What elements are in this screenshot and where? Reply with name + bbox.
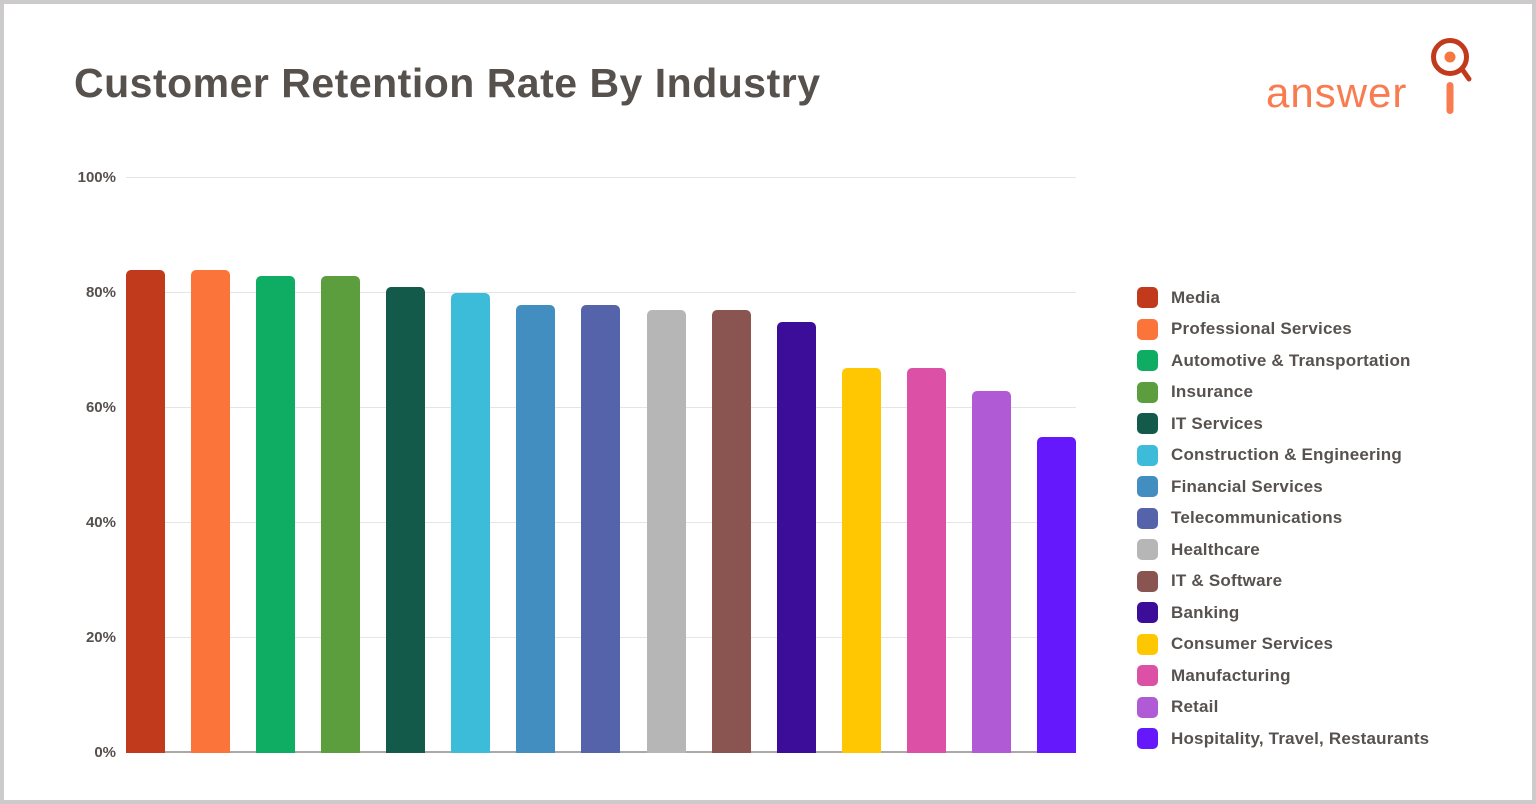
y-axis-tick-label: 60% — [85, 399, 116, 416]
legend-item-construction-engineering: Construction & Engineering — [1137, 444, 1429, 466]
gridline — [126, 177, 1076, 178]
bar-media — [126, 270, 165, 753]
y-axis-tick-label: 100% — [77, 169, 116, 186]
legend-item-retail: Retail — [1137, 696, 1429, 718]
legend-swatch — [1137, 728, 1158, 749]
bar-it-software — [711, 310, 751, 753]
y-axis-tick-label: 20% — [85, 629, 116, 646]
legend-label: IT Services — [1171, 413, 1263, 433]
legend-swatch — [1137, 287, 1158, 308]
legend-item-professional-services: Professional Services — [1137, 318, 1429, 340]
y-axis-tick-label: 80% — [85, 284, 116, 301]
y-axis-tick-label: 0% — [94, 744, 116, 761]
legend-swatch — [1137, 381, 1158, 403]
bar-financial-services — [516, 304, 556, 753]
legend-item-healthcare: Healthcare — [1137, 539, 1429, 560]
bar-healthcare — [646, 310, 686, 753]
legend-swatch — [1137, 413, 1158, 434]
legend-swatch — [1137, 633, 1158, 655]
legend-item-telecommunications: Telecommunications — [1137, 507, 1429, 529]
legend-item-it-software: IT & Software — [1137, 570, 1429, 592]
bar-telecommunications — [581, 304, 621, 753]
bar-banking — [776, 321, 816, 753]
legend-swatch — [1137, 476, 1158, 497]
legend-label: Automotive & Transportation — [1171, 350, 1411, 370]
bar-insurance — [321, 275, 361, 753]
bar-construction-engineering — [451, 293, 491, 753]
legend-item-it-services: IT Services — [1137, 413, 1429, 434]
legend-label: Construction & Engineering — [1171, 445, 1402, 464]
legend-label: Financial Services — [1171, 476, 1323, 496]
bar-automotive-transportation — [256, 275, 296, 753]
legend-item-automotive-transportation: Automotive & Transportation — [1137, 350, 1429, 371]
legend-label: Healthcare — [1171, 539, 1260, 559]
legend-label: Telecommunications — [1171, 508, 1343, 527]
y-axis-tick-label: 40% — [85, 514, 116, 531]
legend-swatch — [1137, 507, 1158, 529]
legend-label: Insurance — [1171, 382, 1254, 401]
legend-item-insurance: Insurance — [1137, 381, 1429, 403]
legend-swatch — [1137, 444, 1158, 466]
logo-text: answer — [1266, 69, 1408, 116]
bar-consumer-services — [841, 367, 881, 753]
page-title: Customer Retention Rate By Industry — [74, 60, 821, 106]
legend-swatch — [1137, 665, 1158, 686]
legend-item-banking: Banking — [1137, 602, 1429, 623]
legend-item-consumer-services: Consumer Services — [1137, 633, 1429, 655]
legend-label: Retail — [1171, 697, 1219, 716]
legend-item-financial-services: Financial Services — [1137, 476, 1429, 497]
legend: Media Professional Services Automotive & T… — [1137, 287, 1429, 749]
legend-label: Consumer Services — [1171, 634, 1334, 653]
bar-retail — [971, 390, 1011, 753]
plot-area: 0% 20% 40% 60% 80% 100% — [78, 170, 1076, 761]
legend-label: IT & Software — [1171, 571, 1283, 590]
legend-swatch — [1137, 539, 1158, 560]
legend-label: Hospitality, Travel, Restaurants — [1171, 728, 1430, 748]
legend-label: Banking — [1171, 602, 1240, 622]
bar-professional-services — [191, 270, 231, 753]
legend-swatch — [1137, 570, 1158, 592]
legend-item-media: Media — [1137, 287, 1429, 308]
magnifier-q-icon — [1431, 38, 1472, 114]
legend-label: Professional Services — [1171, 319, 1352, 338]
legend-swatch — [1137, 350, 1158, 371]
answeriq-logo: answer — [1266, 30, 1476, 116]
bar-it-services — [386, 287, 426, 753]
legend-swatch — [1137, 696, 1158, 718]
legend-item-manufacturing: Manufacturing — [1137, 665, 1429, 686]
legend-label: Media — [1171, 287, 1221, 307]
legend-swatch — [1137, 602, 1158, 623]
legend-swatch — [1137, 318, 1158, 340]
legend-label: Manufacturing — [1171, 665, 1291, 685]
bar-group — [126, 178, 1076, 753]
legend-item-hospitality-travel-restaurants: Hospitality, Travel, Restaurants — [1137, 728, 1429, 749]
bar-hospitality-travel-restaurants — [1036, 436, 1076, 753]
bar-manufacturing — [906, 367, 946, 753]
gridline — [126, 292, 1076, 293]
